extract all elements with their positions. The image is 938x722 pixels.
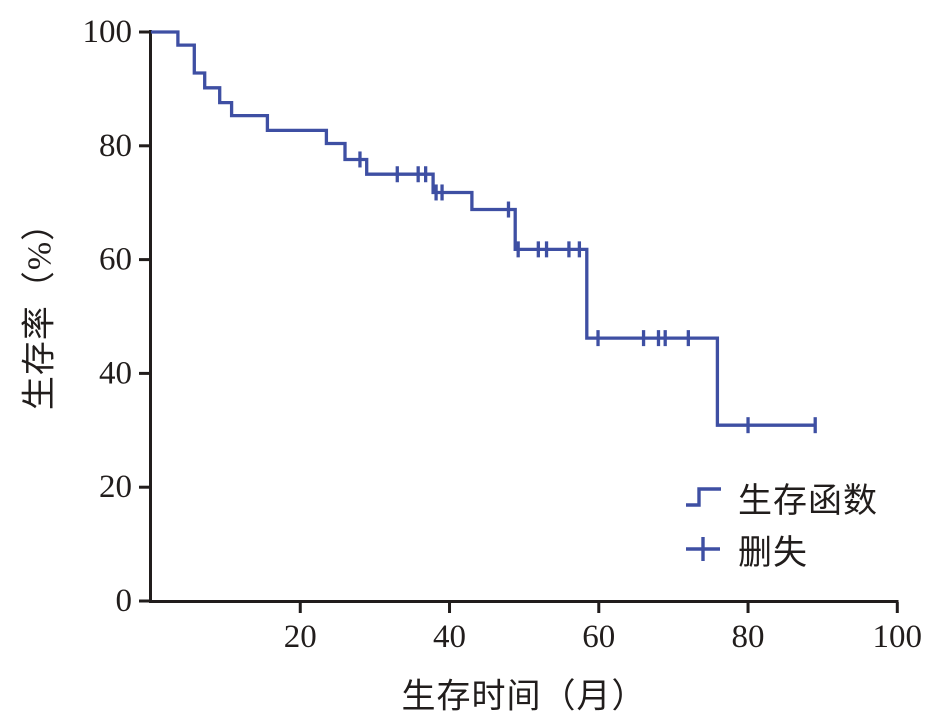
x-tick-label: 80	[732, 619, 765, 655]
x-axis-title: 生存时间（月）	[401, 678, 647, 716]
legend-plus-icon	[686, 537, 720, 561]
y-tick-label: 40	[99, 355, 132, 391]
legend-step-line-icon	[686, 487, 721, 507]
x-tick-label: 40	[433, 619, 466, 655]
legend-item-survival-function: 生存函数	[684, 477, 878, 520]
legend-label-censored: 删失	[738, 534, 808, 572]
y-tick-label: 80	[99, 128, 132, 164]
x-tick-label: 60	[582, 619, 615, 655]
x-tick-label: 20	[284, 619, 317, 655]
y-tick-label: 60	[99, 242, 132, 278]
survival-step-curve	[151, 30, 816, 427]
y-tick-label: 0	[116, 583, 133, 619]
legend-item-censored: 删失	[684, 529, 808, 572]
x-tick-label: 100	[873, 619, 923, 655]
y-axis-title: 生存率（%）	[21, 205, 59, 411]
legend-label-survival-function: 生存函数	[738, 482, 878, 520]
y-tick-label: 20	[99, 469, 132, 505]
y-tick-label: 100	[83, 14, 133, 50]
